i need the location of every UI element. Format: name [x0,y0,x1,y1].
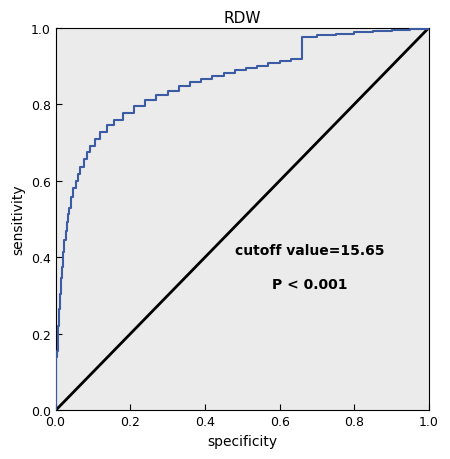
Text: P < 0.001: P < 0.001 [272,278,347,291]
X-axis label: specificity: specificity [207,434,277,448]
Y-axis label: sensitivity: sensitivity [11,185,25,255]
Title: RDW: RDW [224,11,261,26]
Text: cutoff value=15.65: cutoff value=15.65 [235,243,384,257]
